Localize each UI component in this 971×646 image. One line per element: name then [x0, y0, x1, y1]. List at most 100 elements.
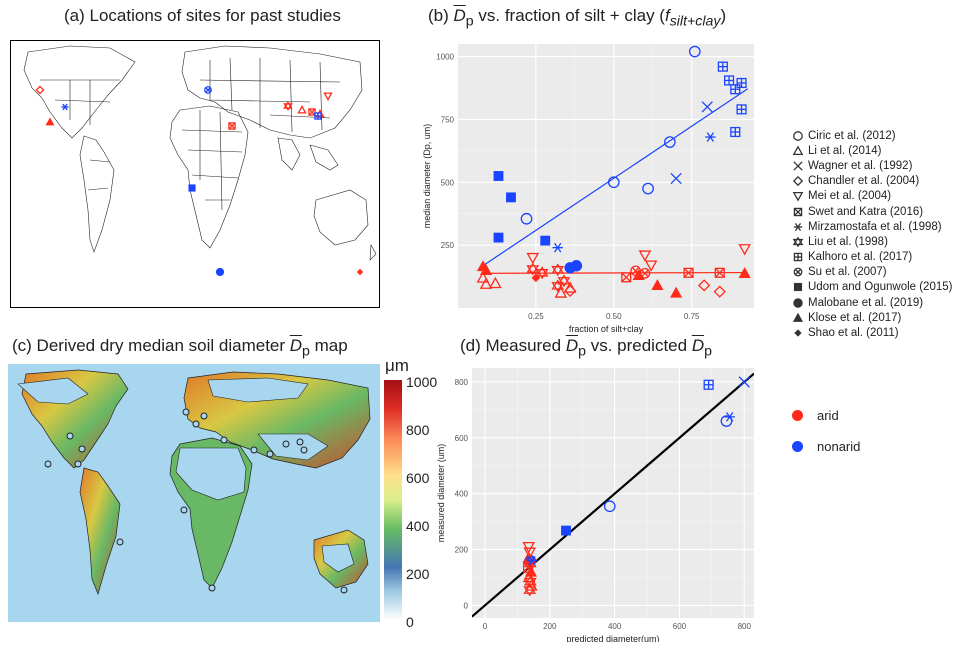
data-point	[551, 279, 565, 293]
data-point	[701, 101, 713, 113]
circle-icon	[793, 130, 803, 141]
data-point	[670, 172, 682, 185]
soil-diameter-map	[8, 364, 380, 622]
colorbar-tick-label: 200	[406, 566, 430, 582]
panel-b-title-sub: p	[465, 13, 474, 30]
legend-label: Su et al. (2007)	[808, 266, 887, 279]
legend-item: Mirzamostafa et al. (1998)	[792, 219, 952, 234]
legend-item: Shao et al. (2011)	[792, 325, 952, 340]
x-axis-label: fraction of silt+clay	[569, 324, 644, 334]
data-point	[698, 279, 711, 292]
site-marker	[297, 105, 307, 114]
data-point	[554, 286, 568, 298]
site-marker	[314, 112, 322, 120]
data-point	[506, 192, 516, 203]
data-point	[724, 75, 735, 86]
data-point	[714, 267, 725, 278]
data-point	[493, 232, 504, 243]
legend-label: Swet and Katra (2016)	[808, 205, 924, 218]
data-point	[563, 281, 577, 293]
circle-x-icon	[793, 267, 803, 277]
fit-line-arid	[482, 271, 748, 274]
panel-c-title-end: map	[309, 336, 348, 355]
colorbar-ticks: 1000 800 600 400 200 0	[406, 374, 446, 630]
data-points	[476, 45, 751, 298]
cross-icon	[793, 161, 803, 171]
data-point	[730, 126, 741, 138]
site-marker	[308, 108, 316, 116]
colorbar-unit: μm	[385, 356, 409, 375]
data-point	[570, 260, 583, 272]
data-point	[520, 212, 533, 225]
legend-item: Chandler et al. (2004)	[792, 174, 952, 189]
panel-c-title-prefix: (c) Derived dry median soil diameter	[12, 336, 290, 355]
y-axis-label: median diameter (Dp, um)	[422, 124, 432, 229]
map-inland-blue	[17, 377, 355, 573]
legend-item: Mei et al. (2004)	[792, 189, 952, 204]
marker-filled-circle	[793, 297, 803, 308]
data-point	[664, 136, 676, 148]
arid-legend-label: arid	[817, 408, 839, 423]
legend-label: Wagner et al. (1992)	[808, 159, 913, 172]
legend-label: Mirzamostafa et al. (1998)	[808, 220, 942, 233]
filled-square-icon	[793, 283, 803, 292]
fit-line-one-to-one	[472, 372, 754, 618]
legend-item: Liu et al. (1998)	[792, 234, 952, 249]
dot-icon	[792, 441, 803, 452]
panel-d-title-symbol-1: D	[565, 336, 579, 355]
data-point	[603, 500, 616, 513]
panel-d-title-symbol-2: D	[691, 336, 705, 355]
chart-b-scatter: 0.25 0.50 0.75 250 500 750 1000 fraction of sil…	[422, 44, 754, 334]
marker-triangle-down	[792, 192, 804, 202]
panel-c-title-sub: p	[302, 343, 310, 360]
marker-star-david	[792, 236, 804, 248]
data-point	[638, 250, 652, 262]
data-point	[644, 260, 658, 272]
data-point	[724, 412, 735, 422]
marker-circle-x	[793, 267, 803, 277]
y-tick-label: 400	[455, 490, 469, 499]
asterisk-icon	[793, 222, 803, 231]
x-tick-label: 800	[738, 622, 752, 631]
panel-b-title-prefix: (b)	[428, 6, 454, 25]
data-point	[607, 176, 620, 189]
data-point	[736, 104, 747, 115]
colorbar-tick-label: 1000	[406, 374, 438, 390]
data-point	[564, 284, 577, 298]
legend-label: Li et al. (2014)	[808, 144, 882, 157]
panel-d-title: (d) Measured Dp vs. predicted Dp	[460, 336, 712, 359]
panel-d-title-sub-1: p	[578, 343, 586, 360]
colorbar-tick-label: 400	[406, 518, 430, 534]
data-point	[479, 277, 493, 289]
y-tick-label: 0	[464, 601, 469, 610]
square-plus-icon	[793, 252, 803, 262]
panel-d-title-mid: vs. predicted	[585, 336, 692, 355]
data-point	[738, 267, 751, 278]
panel-d-title-prefix: (d) Measured	[460, 336, 566, 355]
data-point	[703, 379, 714, 390]
y-tick-label: 500	[441, 178, 455, 187]
data-point	[551, 263, 565, 277]
site-marker	[215, 267, 225, 277]
legend-item: Klose et al. (2017)	[792, 310, 952, 325]
data-point	[720, 415, 733, 427]
square-x-icon	[793, 207, 803, 216]
x-tick-label: 200	[543, 622, 557, 631]
triangle-icon	[792, 145, 804, 155]
marker-circle	[793, 130, 803, 141]
data-points	[522, 376, 750, 597]
marker-asterisk	[793, 222, 803, 231]
site-marker	[45, 117, 55, 126]
arid-legend: arid nonarid	[790, 400, 860, 462]
site-marker	[188, 184, 196, 192]
legend-label: Klose et al. (2017)	[808, 311, 902, 324]
y-axis-label: measured diameter (um)	[436, 444, 446, 543]
marker-cross	[793, 161, 803, 171]
site-marker	[61, 103, 69, 111]
data-point	[670, 286, 683, 298]
site-location-map	[10, 40, 380, 308]
marker-filled-triangle	[792, 312, 804, 322]
y-tick-label: 600	[455, 434, 469, 443]
marker-triangle	[792, 145, 804, 155]
marker-diamond	[792, 176, 804, 187]
